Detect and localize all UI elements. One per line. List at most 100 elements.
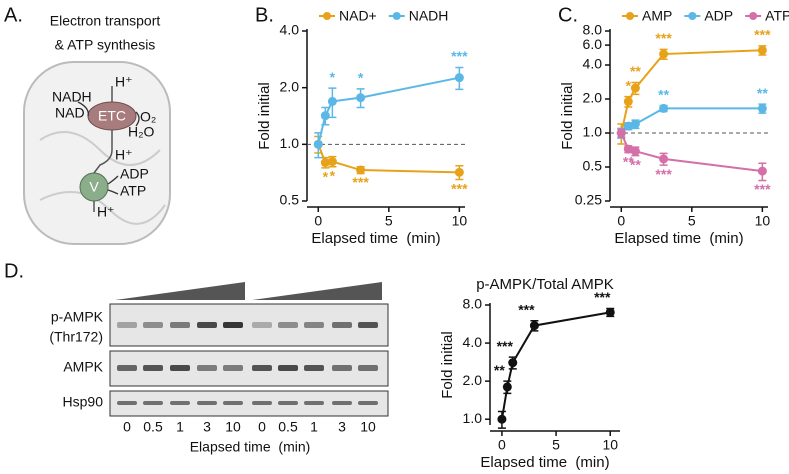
data-point: [757, 166, 767, 176]
data-point: [630, 146, 640, 156]
mitochondrion: [23, 61, 171, 245]
x-tick-label: 10: [602, 437, 618, 453]
lane-label: 0: [258, 419, 266, 435]
panel-label: B.: [255, 4, 274, 26]
y-tick-label: 2.0: [463, 372, 483, 388]
blot-band: [358, 322, 378, 328]
data-point: [623, 144, 633, 154]
blot-band: [170, 401, 190, 405]
significance: ***: [754, 27, 771, 43]
significance: **: [494, 362, 505, 378]
series-line: [620, 107, 763, 134]
blot-band: [223, 365, 243, 371]
o2-label: O₂: [140, 109, 156, 125]
panel-label: A.: [4, 4, 23, 26]
panel-label: C.: [558, 4, 578, 26]
blot-band: [278, 401, 298, 405]
significance: *: [330, 69, 336, 85]
data-point: [623, 121, 633, 131]
series-line: [317, 76, 460, 145]
blot-band: [278, 322, 298, 328]
data-point: [356, 165, 366, 175]
x-axis-label: Elapsed time (min): [480, 454, 609, 471]
panel-d-blot: D. p-AMPK (Thr172) AMPK Hsp90 Elapsed ti…: [4, 260, 389, 455]
significance: ***: [754, 181, 771, 197]
y-tick-label: 8.0: [583, 22, 603, 38]
blot-band: [170, 322, 190, 328]
blot-band: [223, 322, 243, 328]
x-tick-label: 10: [755, 213, 771, 229]
blot-band: [117, 322, 137, 328]
blot-band: [197, 322, 217, 328]
row-label: (Thr172): [49, 329, 103, 345]
y-tick-label: 2.0: [583, 90, 603, 106]
row-label: AMPK: [63, 359, 103, 375]
blot-band: [223, 401, 243, 405]
data-point: [508, 358, 518, 368]
legend-label: ADP: [704, 8, 733, 24]
blot-band: [252, 322, 272, 328]
legend-marker: [688, 12, 697, 20]
x-tick-label: 0: [617, 213, 625, 229]
significance: ***: [451, 48, 468, 64]
blot-band: [197, 365, 217, 371]
blot-band: [358, 401, 378, 405]
nadh-label: NADH: [52, 89, 92, 105]
significance: **: [658, 86, 669, 102]
panel-title: & ATP synthesis: [55, 37, 156, 53]
data-point: [757, 103, 767, 113]
data-point: [659, 49, 669, 59]
h-plus: H⁺: [115, 74, 133, 90]
legend-label: NADH: [409, 8, 449, 24]
significance: ***: [594, 289, 611, 305]
data-point: [623, 97, 633, 107]
data-point: [502, 382, 512, 392]
panel-label: D.: [4, 260, 24, 282]
blot-band: [278, 365, 298, 371]
blot-band: [332, 322, 352, 328]
h2o-label: H₂O: [128, 124, 155, 140]
x-tick-label: 5: [385, 213, 393, 229]
data-point: [497, 414, 507, 424]
lane-label: 3: [338, 419, 346, 435]
h-plus: H⁺: [97, 204, 115, 220]
legend-marker: [323, 12, 331, 20]
blot-band: [358, 365, 378, 371]
x-tick-label: 5: [688, 213, 696, 229]
data-point: [659, 103, 669, 113]
significance: *: [626, 77, 632, 93]
x-tick-label: 10: [452, 213, 468, 229]
series-line: [500, 311, 611, 420]
cristae: [39, 131, 166, 225]
data-point: [327, 96, 337, 106]
data-point: [529, 321, 539, 331]
significance: **: [623, 153, 634, 169]
x-axis-label: Elapsed time (min): [614, 230, 743, 247]
gradient-wedge: [252, 282, 382, 300]
x-tick-label: 0: [314, 213, 322, 229]
x-axis-label: Elapsed time (min): [311, 230, 440, 247]
blot-band: [252, 401, 272, 405]
blot-band: [117, 365, 137, 371]
legend-label: ATP: [765, 8, 789, 24]
legend-marker: [626, 12, 634, 20]
significance: ***: [518, 302, 535, 318]
significance: ***: [497, 338, 514, 354]
chart-title: p-AMPK/Total AMPK: [476, 276, 614, 293]
atp-label: ATP: [120, 183, 146, 199]
x-tick-label: 0: [498, 437, 506, 453]
panel-title: Electron transport: [50, 13, 161, 29]
data-point: [616, 128, 626, 138]
row-label: Hsp90: [63, 394, 104, 410]
v-label: V: [89, 179, 99, 195]
gradient-wedge: [115, 282, 245, 300]
blot-band: [252, 365, 272, 371]
lane-label: 10: [225, 419, 241, 435]
arrows: [93, 86, 113, 212]
significance: **: [630, 156, 641, 172]
h-plus: H⁺: [115, 147, 133, 163]
significance: *: [330, 167, 336, 183]
nad-label: NAD: [55, 105, 85, 121]
y-tick-label: 2.0: [280, 78, 300, 94]
